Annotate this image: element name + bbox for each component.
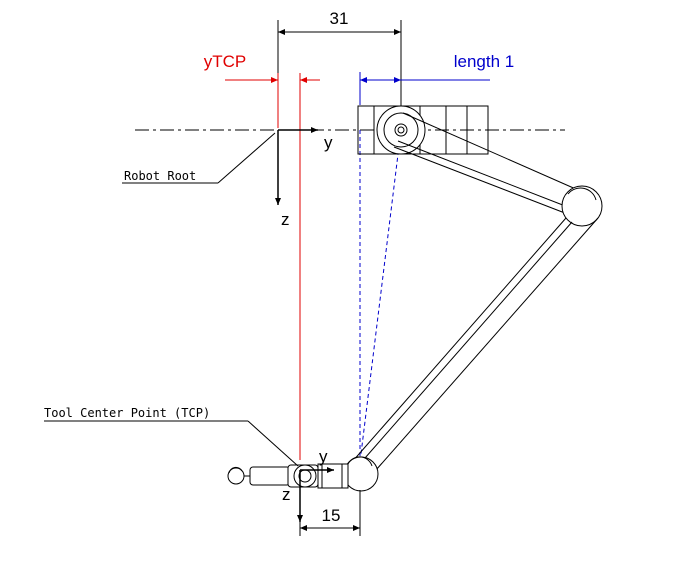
upper-arm [393, 112, 579, 216]
length1-label: length 1 [454, 52, 515, 71]
ytcp-label: yTCP [204, 52, 247, 71]
robot-root-label: Robot Root [124, 169, 196, 183]
elbow-joint [561, 185, 603, 227]
dimension-31-label: 31 [330, 9, 349, 28]
dimension-31: 31 [277, 9, 402, 122]
tcp-z-axis-label: z [282, 485, 291, 504]
root-y-axis-label: y [324, 133, 333, 152]
robot-root-callout: Robot Root [122, 132, 276, 184]
ytcp-dimension: yTCP [204, 52, 320, 460]
tcp-label: Tool Center Point (TCP) [44, 406, 210, 420]
dimension-15-label: 15 [322, 506, 341, 525]
dimension-15: 15 [299, 490, 361, 536]
base-housing [357, 105, 489, 155]
tcp-frame: y z [282, 447, 334, 522]
blue-dashed-diagonal [359, 129, 402, 463]
wrist-joint [343, 456, 379, 492]
robot-root-frame: y z [275, 127, 333, 229]
forearm [351, 217, 599, 471]
tcp-y-axis-label: y [319, 447, 328, 466]
tcp-callout: Tool Center Point (TCP) [44, 406, 299, 467]
root-z-axis-label: z [281, 210, 290, 229]
length1-dimension: length 1 [359, 52, 515, 105]
